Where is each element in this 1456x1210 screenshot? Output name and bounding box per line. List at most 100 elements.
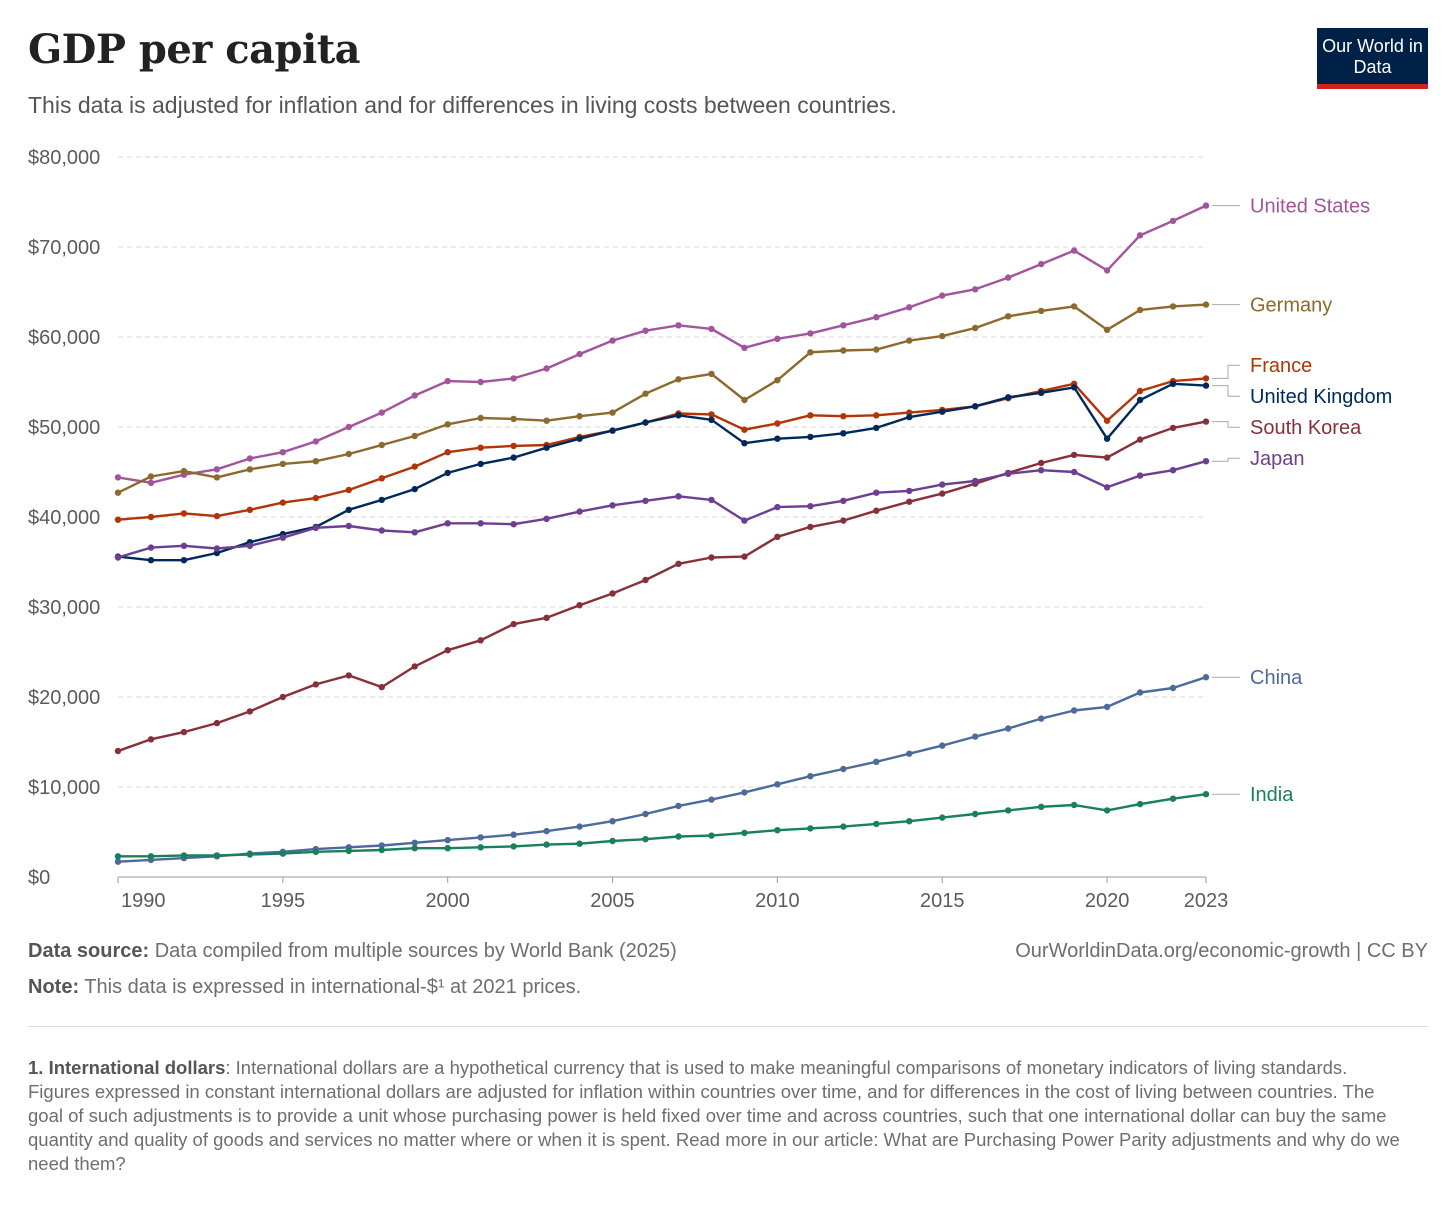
credit-link[interactable]: OurWorldinData.org/economic-growth | CC …	[1015, 940, 1428, 962]
x-tick-label: 1990	[121, 890, 166, 912]
data-point	[477, 637, 484, 644]
x-tick-label: 2010	[755, 890, 800, 912]
data-point	[1004, 274, 1012, 281]
data-point	[444, 469, 451, 477]
data-point	[345, 486, 352, 494]
data-point	[774, 335, 781, 342]
data-point	[840, 497, 847, 504]
series-line	[118, 793, 1207, 858]
data-point	[873, 314, 880, 321]
data-point	[774, 420, 781, 427]
data-point	[147, 736, 155, 743]
data-point	[840, 517, 847, 524]
data-point	[906, 487, 913, 495]
data-point	[345, 506, 352, 513]
data-point	[510, 843, 517, 850]
series-labels: United States Germany France United Kingdom…	[1212, 196, 1392, 806]
data-point	[1136, 800, 1144, 808]
data-point	[378, 441, 385, 449]
series-label: United States	[1250, 196, 1370, 218]
series-label: Japan	[1250, 448, 1305, 470]
data-point	[246, 455, 254, 462]
data-point	[1103, 435, 1111, 442]
data-point	[609, 818, 616, 825]
data-point	[378, 409, 385, 416]
data-point	[345, 522, 352, 530]
data-point	[312, 438, 320, 445]
data-point	[906, 304, 913, 311]
data-point	[378, 527, 385, 534]
data-point	[444, 845, 451, 852]
data-point	[345, 423, 352, 431]
x-tick-label: 2020	[1085, 890, 1130, 912]
data-point	[213, 466, 221, 473]
line-chart: $0 $10,000 $20,000 $30,000 $40,000 $50,000 $60…	[28, 147, 1392, 912]
data-point	[279, 460, 287, 468]
series-label: South Korea	[1250, 417, 1362, 439]
data-point	[1103, 484, 1111, 491]
series-label: Germany	[1250, 295, 1332, 317]
data-point	[543, 515, 550, 522]
data-point	[840, 322, 847, 329]
data-point	[510, 415, 517, 423]
data-point	[114, 474, 122, 481]
data-point	[906, 750, 913, 757]
data-point	[180, 467, 188, 475]
data-point	[477, 378, 484, 386]
data-point	[708, 416, 715, 423]
data-point	[246, 466, 254, 473]
data-point	[906, 413, 913, 421]
data-point	[477, 460, 484, 468]
data-point	[807, 503, 814, 510]
data-point	[939, 408, 946, 415]
data-point	[708, 496, 715, 504]
data-point	[576, 823, 583, 830]
data-point	[675, 376, 682, 383]
data-point	[1037, 467, 1045, 474]
data-point	[510, 454, 517, 461]
data-point	[906, 498, 913, 505]
data-point	[279, 693, 287, 701]
y-tick-label: $30,000	[28, 597, 100, 619]
data-point	[312, 848, 320, 855]
data-point	[807, 349, 814, 356]
data-point	[972, 477, 979, 485]
data-point	[972, 286, 979, 293]
data-point	[906, 818, 913, 825]
data-point	[1169, 684, 1177, 692]
data-point	[1202, 301, 1210, 308]
data-point	[444, 449, 451, 456]
data-point	[213, 852, 221, 859]
data-point	[708, 832, 715, 839]
data-point	[1103, 703, 1111, 711]
data-point	[279, 534, 287, 541]
data-point	[213, 549, 221, 557]
data-point	[444, 421, 451, 428]
data-point	[1202, 791, 1210, 798]
data-point	[939, 742, 946, 749]
data-point	[1037, 715, 1045, 722]
series-line	[117, 676, 1207, 863]
data-point	[873, 489, 880, 496]
y-tick-label: $20,000	[28, 687, 100, 709]
data-point	[246, 506, 254, 513]
data-point	[642, 327, 649, 334]
owid-logo[interactable]: Our World in Data	[1317, 28, 1428, 89]
data-point	[180, 510, 188, 517]
data-point	[972, 810, 979, 818]
divider	[28, 1026, 1428, 1027]
data-point	[213, 474, 221, 481]
data-point	[1037, 389, 1045, 396]
data-point	[213, 719, 221, 727]
data-point	[939, 814, 946, 821]
data-point	[1136, 689, 1144, 696]
data-point	[741, 396, 748, 404]
data-point	[1169, 795, 1177, 802]
data-point	[543, 444, 550, 451]
y-tick-label: $0	[28, 867, 50, 889]
data-point	[114, 516, 122, 523]
data-source-label: Data source:	[28, 940, 150, 962]
data-point	[510, 375, 517, 382]
y-tick-label: $80,000	[28, 147, 100, 169]
data-point	[576, 508, 583, 515]
